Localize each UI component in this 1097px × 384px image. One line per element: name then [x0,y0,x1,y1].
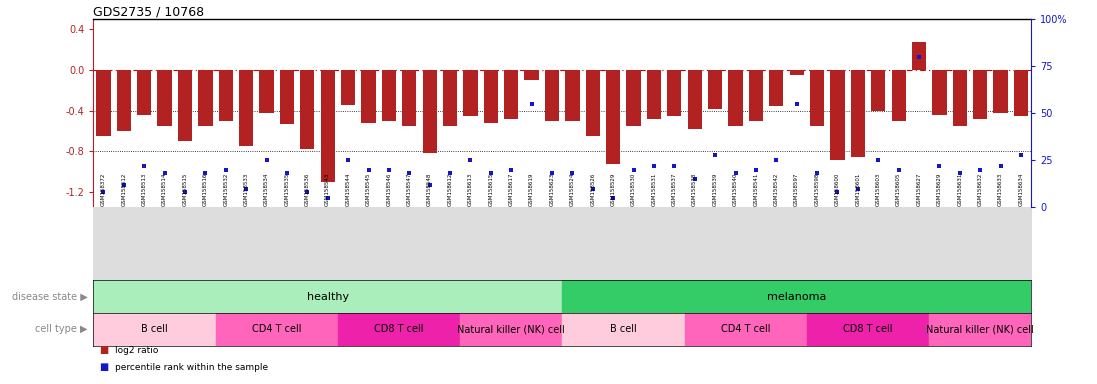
Text: healthy: healthy [307,291,349,302]
Bar [218,70,233,121]
Bar [320,70,335,182]
Text: B cell: B cell [142,324,168,334]
Bar [807,313,929,346]
Bar [341,70,355,104]
Bar [626,70,641,126]
Bar [116,70,131,131]
Bar [259,70,273,113]
Bar [178,70,192,141]
Bar [97,70,111,136]
Text: CD8 T cell: CD8 T cell [374,324,423,334]
Bar [422,70,437,154]
Bar [280,70,294,124]
Bar [871,70,885,111]
Bar [565,70,579,121]
Bar [688,70,702,129]
Bar [685,313,807,346]
Text: CD4 T cell: CD4 T cell [721,324,770,334]
Bar [338,313,461,346]
Bar [361,70,375,123]
Bar [158,70,172,126]
Bar [667,70,681,116]
Bar [505,70,519,119]
Bar [708,70,722,109]
Text: B cell: B cell [610,324,636,334]
Bar [199,70,213,126]
Bar [929,313,1031,346]
Text: Natural killer (NK) cell: Natural killer (NK) cell [457,324,565,334]
Bar [301,70,315,149]
Bar [830,70,845,160]
Bar [562,280,1031,313]
Bar [892,70,906,121]
Bar [994,70,1008,113]
Text: percentile rank within the sample: percentile rank within the sample [115,364,269,372]
Bar [932,70,947,115]
Text: ■: ■ [99,362,108,372]
Bar [461,313,562,346]
Bar [1014,70,1028,116]
Bar [606,70,620,164]
Text: melanoma: melanoma [767,291,826,302]
Bar [463,70,477,116]
Bar [239,70,253,146]
Bar [443,70,457,126]
Bar [93,280,562,313]
Text: disease state ▶: disease state ▶ [12,291,88,302]
Bar [93,313,216,346]
Text: CD8 T cell: CD8 T cell [844,324,893,334]
Bar [562,313,685,346]
Bar [749,70,764,121]
Bar [851,70,866,157]
Text: CD4 T cell: CD4 T cell [252,324,302,334]
Bar [728,70,743,126]
Bar [216,313,338,346]
Text: ■: ■ [99,345,108,355]
Bar [382,70,396,121]
Text: log2 ratio: log2 ratio [115,346,159,355]
Text: cell type ▶: cell type ▶ [35,324,88,334]
Bar [973,70,987,119]
Bar [586,70,600,136]
Bar [137,70,151,115]
Bar [524,70,539,80]
Bar [403,70,417,126]
Bar [810,70,824,126]
Text: Natural killer (NK) cell: Natural killer (NK) cell [926,324,1034,334]
Bar [545,70,559,121]
Bar [952,70,966,126]
Bar [790,70,804,75]
Bar [484,70,498,123]
Bar [647,70,661,119]
Bar [912,41,926,70]
Text: GDS2735 / 10768: GDS2735 / 10768 [93,5,204,18]
Bar [769,70,783,106]
